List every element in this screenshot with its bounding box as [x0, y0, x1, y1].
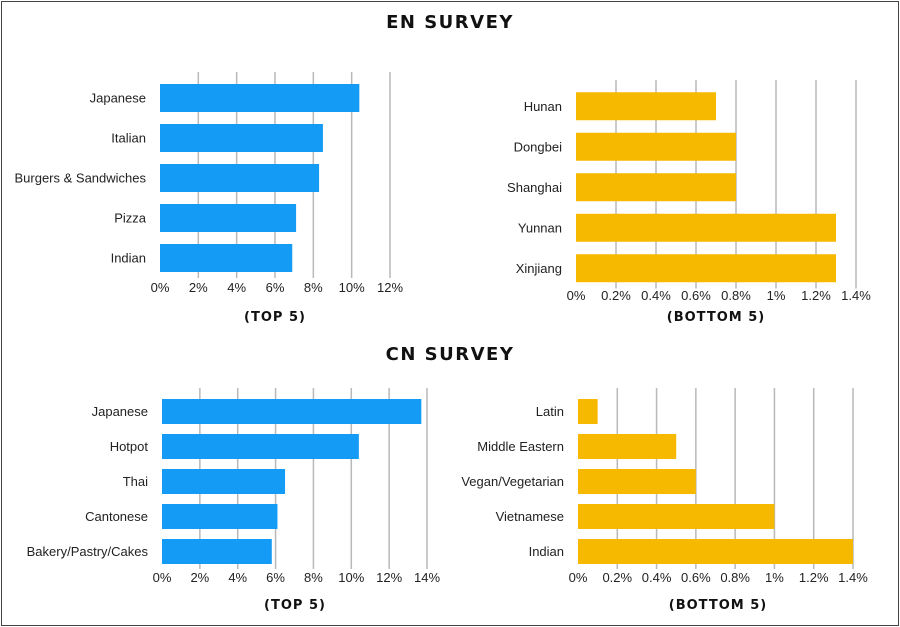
en-top5-bar [160, 204, 297, 232]
cn-top5-tick-label: 0% [153, 570, 172, 585]
en-bottom5-tick-label: 0.8% [721, 288, 751, 303]
cn-bottom5-category-label: Vietnamese [496, 509, 564, 524]
cn-top5-bar [162, 434, 359, 459]
en-top5-tick-label: 0% [151, 280, 170, 295]
en-bottom5-bar-chart: Hunan Dongbei Shanghai Yunnan Xinjiang 0% 0.2%… [507, 80, 871, 303]
cn-bottom5-bar [578, 399, 598, 424]
en-top5-caption: (TOP 5) [244, 310, 306, 325]
en-bottom5-category-label: Yunnan [518, 220, 562, 235]
cn-bottom5-bar-chart: Latin Middle Eastern Vegan/Vegetarian Vietn… [461, 388, 868, 585]
cn-bottom5-tick-label: 1.2% [799, 570, 829, 585]
cn-survey-title: CN SURVEY [385, 344, 515, 365]
en-bottom5-bar [576, 92, 716, 121]
en-top5-bar [160, 164, 320, 192]
en-bottom5-category-label: Xinjiang [516, 261, 562, 276]
cn-bottom5-bar [578, 539, 853, 564]
cn-top5-category-label: Japanese [92, 404, 148, 419]
cn-bottom5-tick-label: 1.4% [838, 570, 868, 585]
cn-top5-category-label: Cantonese [85, 509, 148, 524]
cn-bottom5-bar [578, 434, 677, 459]
en-bottom5-tick-label: 1.2% [801, 288, 831, 303]
cn-bottom5-category-label: Vegan/Vegetarian [461, 474, 564, 489]
cn-top5-category-label: Thai [123, 474, 148, 489]
cn-bottom5-tick-label: 0.2% [602, 570, 632, 585]
en-top5-bar [160, 124, 323, 152]
en-top5-category-label: Pizza [114, 211, 147, 226]
en-top5-category-label: Indian [111, 251, 146, 266]
cn-top5-category-label: Hotpot [110, 439, 149, 454]
en-bottom5-caption: (BOTTOM 5) [666, 310, 766, 325]
cn-bottom5-bar [578, 469, 696, 494]
cn-top5-caption: (TOP 5) [264, 598, 326, 613]
cn-top5-tick-label: 8% [304, 570, 323, 585]
cn-top5-bar-chart: Japanese Hotpot Thai Cantonese Bakery/Pastry… [27, 388, 440, 585]
en-top5-tick-label: 4% [227, 280, 246, 295]
en-bottom5-category-label: Shanghai [507, 180, 562, 195]
en-survey-title: EN SURVEY [386, 12, 514, 33]
cn-top5-tick-label: 4% [228, 570, 247, 585]
en-top5-category-label: Burgers & Sandwiches [14, 171, 146, 186]
en-bottom5-bar [576, 254, 836, 283]
en-top5-bar [160, 84, 360, 112]
en-top5-tick-label: 6% [266, 280, 285, 295]
en-bottom5-bar [576, 173, 736, 202]
cn-top5-tick-label: 2% [190, 570, 209, 585]
en-bottom5-tick-label: 0.2% [601, 288, 631, 303]
cn-bottom5-category-label: Indian [529, 544, 564, 559]
en-top5-bar [160, 244, 293, 272]
en-bottom5-category-label: Hunan [524, 99, 562, 114]
en-top5-tick-label: 8% [304, 280, 323, 295]
cn-bottom5-tick-label: 0.4% [642, 570, 672, 585]
en-bottom5-tick-label: 0% [567, 288, 586, 303]
en-top5-bar-chart: Japanese Italian Burgers & Sandwiches Pizza… [14, 72, 403, 295]
en-bottom5-bar [576, 132, 736, 161]
cn-bottom5-tick-label: 0.8% [720, 570, 750, 585]
en-top5-category-label: Italian [111, 131, 146, 146]
en-top5-tick-label: 10% [339, 280, 365, 295]
en-bottom5-tick-label: 0.4% [641, 288, 671, 303]
en-bottom5-tick-label: 1% [767, 288, 786, 303]
cn-top5-bar [162, 504, 278, 529]
cn-bottom5-category-label: Middle Eastern [477, 439, 564, 454]
cn-top5-bar [162, 539, 272, 564]
cn-top5-bar [162, 399, 422, 424]
cn-top5-tick-label: 6% [266, 570, 285, 585]
cn-top5-tick-label: 10% [338, 570, 364, 585]
en-top5-tick-label: 2% [189, 280, 208, 295]
cn-bottom5-tick-label: 0.6% [681, 570, 711, 585]
cn-bottom5-tick-label: 0% [569, 570, 588, 585]
cn-bottom5-caption: (BOTTOM 5) [668, 598, 768, 613]
cn-bottom5-bar [578, 504, 775, 529]
cn-bottom5-tick-label: 1% [765, 570, 784, 585]
cn-bottom5-category-label: Latin [536, 404, 564, 419]
cn-top5-bar [162, 469, 286, 494]
cn-top5-tick-label: 12% [376, 570, 402, 585]
cn-top5-tick-label: 14% [414, 570, 440, 585]
en-top5-category-label: Japanese [90, 91, 146, 106]
en-bottom5-tick-label: 1.4% [841, 288, 871, 303]
en-bottom5-category-label: Dongbei [514, 139, 563, 154]
cn-top5-category-label: Bakery/Pastry/Cakes [27, 544, 149, 559]
en-bottom5-bar [576, 213, 836, 242]
en-top5-tick-label: 12% [377, 280, 403, 295]
en-bottom5-tick-label: 0.6% [681, 288, 711, 303]
